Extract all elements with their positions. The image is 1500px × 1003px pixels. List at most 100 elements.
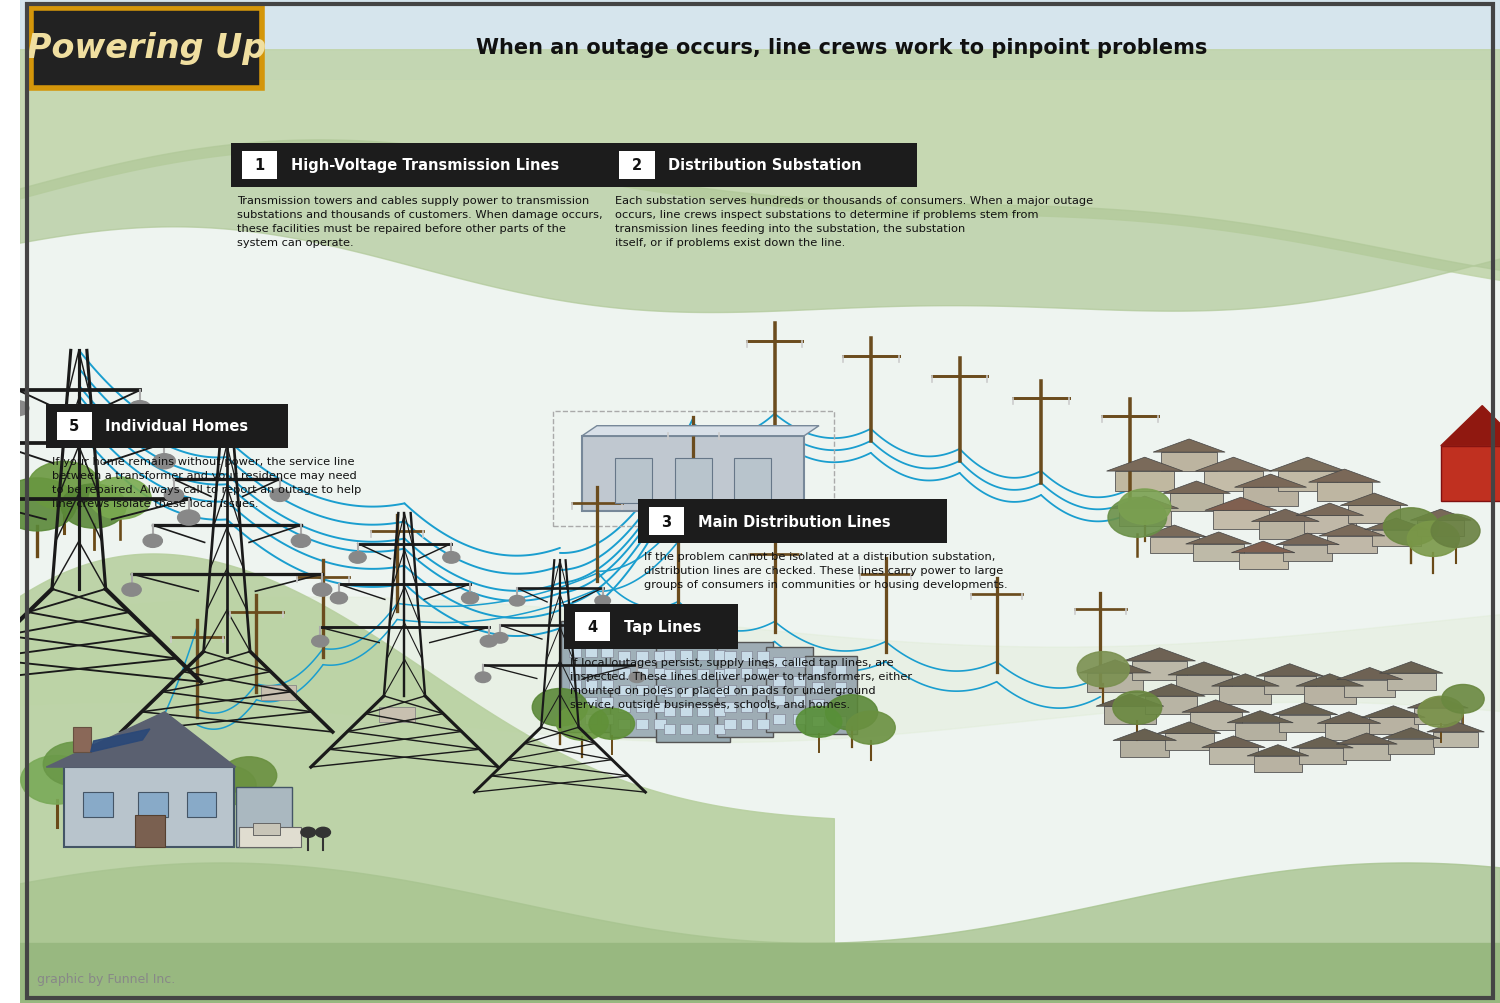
FancyBboxPatch shape — [1263, 676, 1316, 694]
FancyBboxPatch shape — [602, 681, 613, 691]
FancyBboxPatch shape — [834, 699, 846, 709]
Polygon shape — [1442, 406, 1500, 446]
Polygon shape — [1336, 733, 1396, 744]
Circle shape — [1113, 691, 1161, 724]
FancyBboxPatch shape — [717, 642, 772, 737]
Text: If your home remains without power, the service line
between a transformer and y: If your home remains without power, the … — [53, 456, 362, 509]
Circle shape — [90, 477, 152, 520]
Circle shape — [492, 633, 508, 644]
FancyBboxPatch shape — [714, 687, 726, 697]
FancyBboxPatch shape — [680, 669, 692, 679]
FancyBboxPatch shape — [636, 719, 648, 729]
FancyBboxPatch shape — [654, 685, 666, 695]
Polygon shape — [1269, 457, 1346, 471]
FancyBboxPatch shape — [772, 714, 784, 724]
FancyBboxPatch shape — [618, 685, 630, 695]
FancyBboxPatch shape — [568, 631, 580, 641]
FancyBboxPatch shape — [724, 702, 736, 712]
FancyBboxPatch shape — [813, 682, 824, 692]
FancyBboxPatch shape — [772, 658, 784, 668]
Text: 3: 3 — [662, 515, 672, 529]
Polygon shape — [1251, 510, 1318, 522]
Polygon shape — [1158, 722, 1221, 733]
Polygon shape — [1143, 526, 1206, 538]
Circle shape — [590, 708, 634, 739]
FancyBboxPatch shape — [714, 669, 726, 679]
FancyBboxPatch shape — [1104, 706, 1156, 724]
FancyBboxPatch shape — [724, 668, 736, 678]
FancyBboxPatch shape — [654, 651, 666, 661]
FancyBboxPatch shape — [1234, 723, 1286, 740]
FancyBboxPatch shape — [261, 685, 297, 700]
FancyBboxPatch shape — [574, 613, 610, 641]
FancyBboxPatch shape — [135, 815, 165, 848]
Circle shape — [0, 478, 76, 532]
FancyBboxPatch shape — [568, 647, 580, 657]
Polygon shape — [1185, 533, 1251, 545]
FancyBboxPatch shape — [734, 458, 771, 504]
FancyBboxPatch shape — [1418, 521, 1464, 537]
FancyBboxPatch shape — [636, 651, 648, 661]
Circle shape — [270, 488, 290, 502]
FancyBboxPatch shape — [663, 669, 675, 679]
FancyBboxPatch shape — [714, 632, 726, 642]
FancyBboxPatch shape — [138, 792, 168, 817]
FancyBboxPatch shape — [813, 716, 824, 726]
FancyBboxPatch shape — [663, 632, 675, 642]
FancyBboxPatch shape — [602, 664, 613, 674]
FancyBboxPatch shape — [585, 631, 597, 641]
Polygon shape — [1196, 457, 1272, 471]
FancyBboxPatch shape — [714, 724, 726, 734]
Polygon shape — [1096, 694, 1164, 706]
FancyBboxPatch shape — [1260, 522, 1311, 540]
FancyBboxPatch shape — [806, 656, 856, 734]
Polygon shape — [1212, 674, 1280, 686]
FancyBboxPatch shape — [380, 707, 416, 722]
FancyBboxPatch shape — [698, 687, 708, 697]
Polygon shape — [582, 426, 819, 436]
FancyBboxPatch shape — [698, 706, 708, 716]
FancyBboxPatch shape — [741, 719, 753, 729]
FancyBboxPatch shape — [741, 685, 753, 695]
Circle shape — [476, 672, 490, 683]
FancyBboxPatch shape — [1220, 686, 1272, 704]
Polygon shape — [1407, 697, 1468, 708]
Polygon shape — [1317, 712, 1382, 724]
FancyBboxPatch shape — [758, 685, 768, 695]
Text: 1: 1 — [255, 158, 264, 173]
FancyBboxPatch shape — [663, 651, 675, 661]
FancyBboxPatch shape — [602, 647, 613, 657]
Text: Each substation serves hundreds or thousands of consumers. When a major outage
o: Each substation serves hundreds or thous… — [615, 196, 1094, 248]
FancyBboxPatch shape — [1280, 715, 1330, 732]
Circle shape — [165, 488, 183, 502]
FancyBboxPatch shape — [758, 719, 768, 729]
Polygon shape — [1382, 728, 1442, 739]
FancyBboxPatch shape — [1194, 545, 1243, 562]
Polygon shape — [1124, 648, 1196, 661]
Text: High-Voltage Transmission Lines: High-Voltage Transmission Lines — [291, 158, 560, 173]
FancyBboxPatch shape — [772, 695, 784, 705]
FancyBboxPatch shape — [834, 716, 846, 726]
Text: Main Distribution Lines: Main Distribution Lines — [698, 515, 889, 529]
Circle shape — [122, 584, 141, 597]
Polygon shape — [1296, 504, 1364, 516]
Text: 4: 4 — [588, 620, 597, 634]
FancyBboxPatch shape — [1088, 673, 1143, 692]
FancyBboxPatch shape — [1372, 530, 1420, 547]
Polygon shape — [1234, 474, 1306, 487]
FancyBboxPatch shape — [568, 681, 580, 691]
FancyBboxPatch shape — [794, 714, 806, 724]
Polygon shape — [1318, 525, 1384, 537]
FancyBboxPatch shape — [1204, 471, 1263, 491]
FancyBboxPatch shape — [1176, 675, 1232, 694]
FancyBboxPatch shape — [1244, 487, 1298, 507]
Circle shape — [442, 552, 460, 564]
FancyBboxPatch shape — [724, 651, 736, 661]
FancyBboxPatch shape — [585, 647, 597, 657]
Polygon shape — [1246, 745, 1310, 756]
Circle shape — [177, 511, 200, 526]
Circle shape — [28, 461, 100, 511]
Polygon shape — [1362, 706, 1425, 718]
FancyBboxPatch shape — [231, 143, 616, 188]
Polygon shape — [1426, 722, 1485, 732]
